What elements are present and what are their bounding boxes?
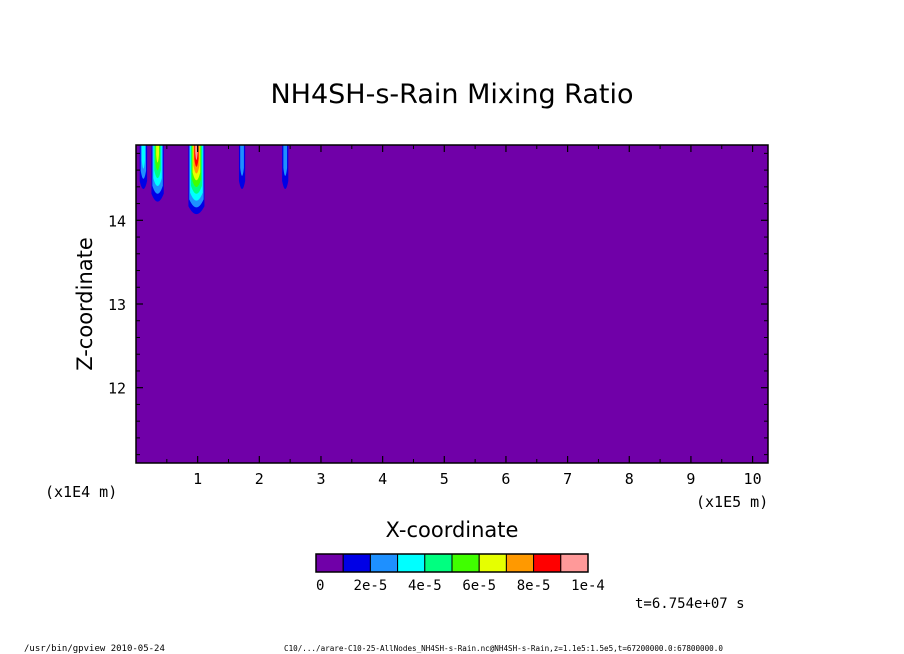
x-unit-label: (x1E5 m) xyxy=(696,493,768,511)
y-tick-label: 13 xyxy=(108,296,126,314)
y-unit-label: (x1E4 m) xyxy=(45,483,117,501)
colorbar: 0 2e-5 4e-5 6e-5 8e-5 1e-4 xyxy=(315,553,605,594)
colorbar-swatch xyxy=(505,553,535,573)
x-tick-label: 2 xyxy=(255,470,264,488)
x-tick-label: 3 xyxy=(316,470,325,488)
colorbar-swatch xyxy=(369,553,399,573)
colorbar-label: 6e-5 xyxy=(462,578,496,594)
colorbar-frame xyxy=(315,553,589,573)
x-tick-label: 7 xyxy=(563,470,572,488)
colorbar-swatch xyxy=(451,553,480,573)
colorbar-label: 2e-5 xyxy=(354,578,388,594)
x-tick-label: 4 xyxy=(378,470,387,488)
plume-2-level-9 xyxy=(195,145,198,160)
colorbar-swatch xyxy=(315,553,344,573)
colorbar-swatch xyxy=(424,553,453,573)
x-tick-label: 1 xyxy=(193,470,202,488)
x-axis-label: X-coordinate xyxy=(386,518,519,542)
colorbar-swatch xyxy=(533,553,562,573)
y-tick-label: 12 xyxy=(108,380,126,398)
colorbar-swatch xyxy=(478,553,507,573)
colorbar-swatch xyxy=(560,553,589,573)
x-tick-label: 10 xyxy=(744,470,762,488)
y-axis-label: Z-coordinate xyxy=(73,237,97,371)
y-tick-label: 14 xyxy=(108,212,126,230)
colorbar-label: 0 xyxy=(316,578,324,594)
colorbar-label: 4e-5 xyxy=(408,578,442,594)
plume-3-level-2 xyxy=(240,145,244,176)
plume-0-level-3 xyxy=(141,145,145,169)
colorbar-swatch xyxy=(397,553,426,573)
plot-area xyxy=(136,145,768,463)
x-tick-label: 5 xyxy=(440,470,449,488)
colorbar-swatch xyxy=(342,553,371,573)
time-label: t=6.754e+07 s xyxy=(635,596,745,612)
chart-title: NH4SH-s-Rain Mixing Ratio xyxy=(270,79,633,110)
contour-plumes xyxy=(139,145,289,215)
colorbar-label: 1e-4 xyxy=(571,578,605,594)
footer-right: C10/.../arare-C10-25-AllNodes_NH4SH-s-Ra… xyxy=(284,644,723,653)
x-tick-label: 6 xyxy=(501,470,510,488)
colorbar-label: 8e-5 xyxy=(517,578,551,594)
x-tick-label: 8 xyxy=(625,470,634,488)
x-axis-ticks: 1 2 3 4 5 6 7 8 9 10 xyxy=(166,145,762,488)
x-tick-label: 9 xyxy=(686,470,695,488)
plume-4-level-2 xyxy=(283,145,288,176)
plume-1-level-6 xyxy=(156,145,160,163)
footer-left: /usr/bin/gpview 2010-05-24 xyxy=(24,644,165,654)
y-axis-ticks: 12 13 14 xyxy=(108,152,768,456)
